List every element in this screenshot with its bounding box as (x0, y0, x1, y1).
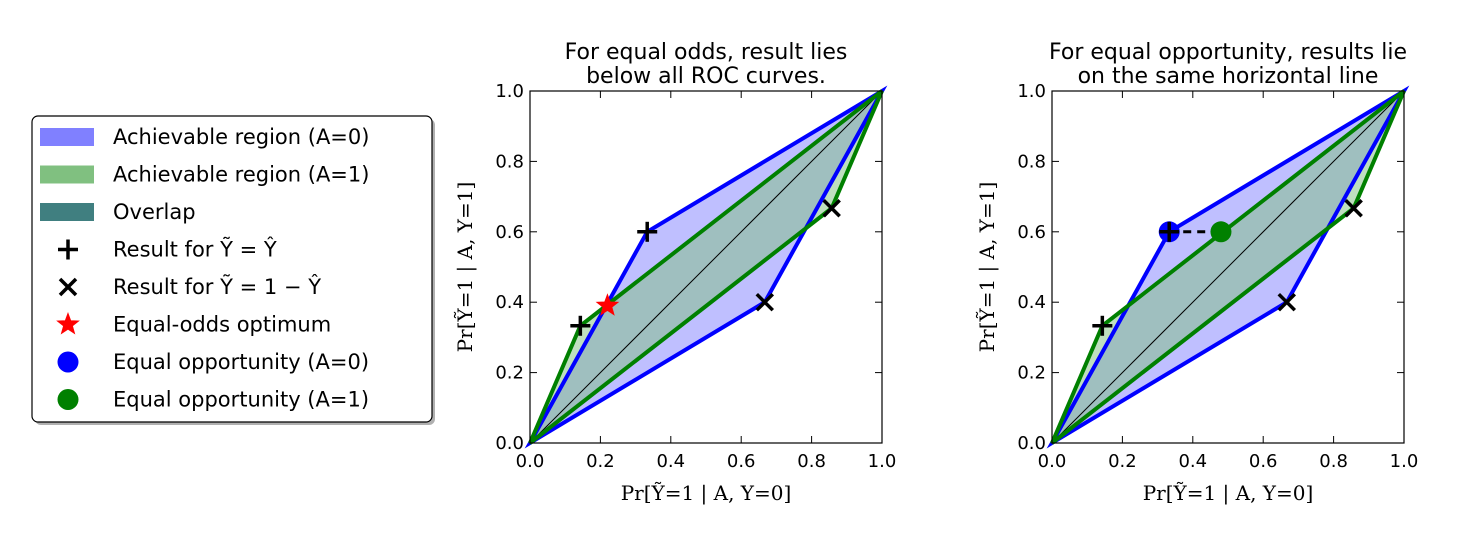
y-tick-label: 1.0 (1017, 81, 1046, 102)
x-tick-label: 0.6 (727, 451, 756, 472)
legend-label: Result for Ỹ = 1 − Ŷ (113, 273, 321, 299)
marker-plus (1159, 221, 1180, 242)
legend-entry-eo1: Equal opportunity (A=1) (57, 388, 369, 412)
marker-cross (755, 292, 775, 312)
legend-label: Equal-odds optimum (113, 313, 331, 337)
marker-plus (1092, 315, 1113, 336)
x-tick-label: 0.2 (1108, 451, 1137, 472)
y-tick-label: 0.8 (495, 151, 524, 172)
legend-label: Achievable region (A=1) (113, 163, 369, 187)
marker-cross (822, 198, 841, 218)
y-tick-label: 0.2 (1017, 363, 1046, 384)
legend-swatch (40, 203, 94, 221)
legend: Achievable region (A=0) Achievable region… (31, 115, 435, 425)
y-tick-label: 1.0 (495, 81, 524, 102)
legend-entry-region0: Achievable region (A=0) (40, 125, 369, 149)
x-tick-label: 1.0 (1390, 451, 1419, 472)
x-tick-label: 0.8 (797, 451, 826, 472)
legend-marker-circle (57, 389, 79, 410)
legend-marker-cross (58, 277, 78, 297)
marker-cross (1344, 198, 1363, 218)
x-axis-label: Pr[Ỹ=1 | A, Y=0] (1143, 481, 1314, 506)
legend-label: Equal opportunity (A=0) (113, 350, 369, 374)
legend-entry-overlap: Overlap (40, 200, 196, 224)
legend-box (31, 115, 433, 423)
y-tick-label: 0.8 (1017, 151, 1046, 172)
marker-plus (570, 315, 591, 336)
legend-swatch (40, 165, 94, 184)
legend-label: Result for Ỹ = Ŷ (113, 236, 277, 262)
legend-marker-plus (58, 239, 78, 260)
legend-label: Equal opportunity (A=1) (113, 388, 369, 412)
marker-plus (637, 221, 658, 242)
legend-entry-plus: Result for Ỹ = Ŷ (58, 236, 277, 262)
legend-entry-star: Equal-odds optimum (56, 312, 331, 337)
axes-frame (1051, 90, 1405, 444)
chart-title-line: For equal odds, result lies (565, 40, 848, 65)
legend-marker-star (56, 312, 80, 335)
legend-label: Achievable region (A=0) (113, 125, 369, 149)
y-axis-label: Pr[Ỹ=1 | A, Y=1] (975, 182, 1000, 353)
x-tick-label: 0.0 (516, 451, 545, 472)
y-tick-label: 0.2 (495, 363, 524, 384)
marker-star (595, 293, 620, 316)
marker-cross (1277, 292, 1297, 312)
axes-frame (529, 90, 883, 444)
x-tick-label: 0.4 (1178, 451, 1207, 472)
marker-circle (1210, 221, 1232, 243)
y-axis-label: Pr[Ỹ=1 | A, Y=1] (453, 182, 478, 353)
y-tick-label: 0.6 (1017, 222, 1046, 243)
diagonal-line (529, 90, 883, 444)
y-tick-label: 0.4 (1017, 292, 1046, 313)
legend-entry-eo0: Equal opportunity (A=0) (57, 350, 369, 374)
legend-marker-circle (57, 351, 79, 373)
legend-label: Overlap (113, 200, 196, 224)
x-tick-label: 0.0 (1038, 451, 1067, 472)
diagonal-line (1051, 90, 1405, 444)
chart-title-line: below all ROC curves. (586, 64, 826, 89)
x-tick-label: 1.0 (868, 451, 897, 472)
x-tick-label: 0.2 (586, 451, 615, 472)
chart-title-line: on the same horizontal line (1078, 64, 1379, 89)
chart-title-line: For equal opportunity, results lie (1049, 40, 1407, 65)
y-tick-label: 0.0 (1017, 433, 1046, 454)
y-tick-label: 0.6 (495, 222, 524, 243)
y-tick-label: 0.0 (495, 433, 524, 454)
x-tick-label: 0.8 (1319, 451, 1348, 472)
x-tick-label: 0.6 (1249, 451, 1278, 472)
x-axis-label: Pr[Ỹ=1 | A, Y=0] (621, 481, 792, 506)
x-tick-label: 0.4 (656, 451, 685, 472)
legend-entry-cross: Result for Ỹ = 1 − Ŷ (58, 273, 321, 299)
legend-entry-region1: Achievable region (A=1) (40, 163, 369, 187)
legend-swatch (40, 128, 94, 146)
y-tick-label: 0.4 (495, 292, 524, 313)
